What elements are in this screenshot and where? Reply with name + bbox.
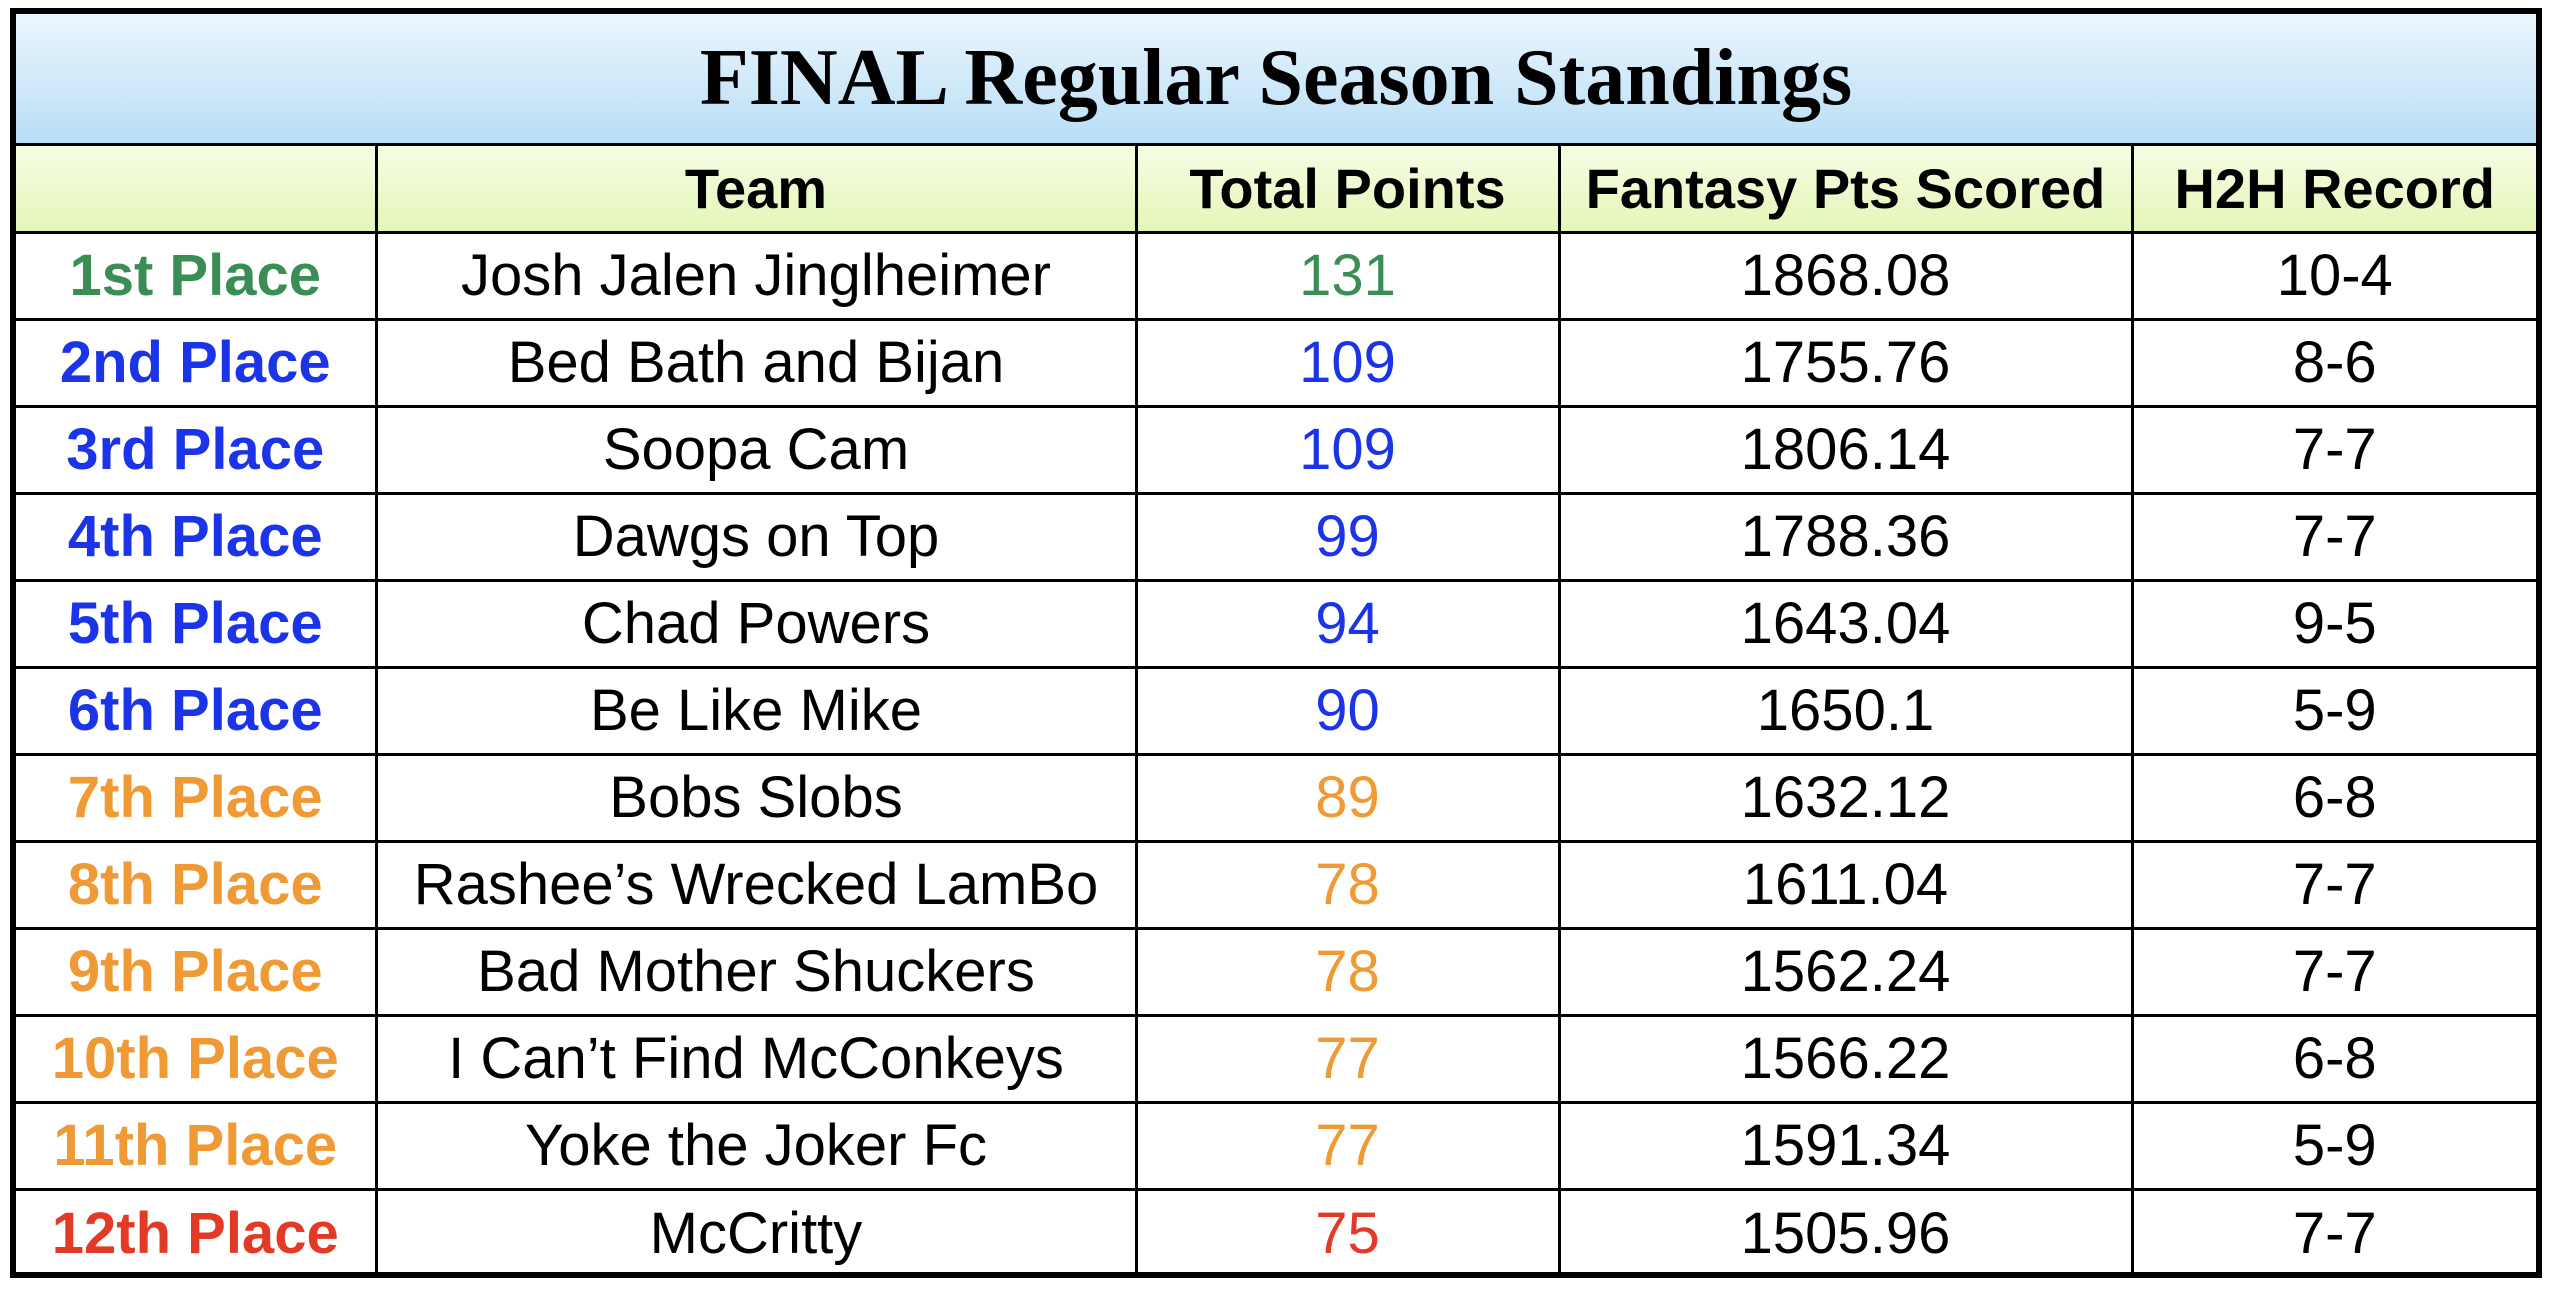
table-row: 10th Place I Can’t Find McConkeys 77 1566.2… — [16, 1013, 2536, 1104]
h2h-record-cell: 9-5 — [2130, 578, 2536, 669]
table-row: 3rd Place Soopa Cam 109 1806.14 7-7 — [16, 404, 2536, 495]
team-cell: Be Like Mike — [374, 665, 1138, 756]
fantasy-pts-cell: 1566.22 — [1557, 1013, 2134, 1104]
place-cell: 8th Place — [16, 839, 378, 930]
h2h-record-cell: 7-7 — [2130, 491, 2536, 582]
header-h2h-record: H2H Record — [2130, 146, 2536, 234]
total-points-cell: 94 — [1134, 578, 1561, 669]
place-cell: 12th Place — [16, 1187, 378, 1276]
page-title: FINAL Regular Season Standings — [699, 34, 1853, 122]
header-fantasy-pts: Fantasy Pts Scored — [1557, 146, 2134, 234]
place-cell: 2nd Place — [16, 317, 378, 408]
h2h-record-cell: 6-8 — [2130, 1013, 2536, 1104]
table-row: 5th Place Chad Powers 94 1643.04 9-5 — [16, 578, 2536, 669]
team-cell: Dawgs on Top — [374, 491, 1138, 582]
fantasy-pts-cell: 1650.1 — [1557, 665, 2134, 756]
team-cell: McCritty — [374, 1187, 1138, 1276]
place-cell: 11th Place — [16, 1100, 378, 1191]
table-row: 8th Place Rashee’s Wrecked LamBo 78 1611.04… — [16, 839, 2536, 930]
h2h-record-cell: 7-7 — [2130, 1187, 2536, 1276]
total-points-cell: 109 — [1134, 404, 1561, 495]
team-cell: Bed Bath and Bijan — [374, 317, 1138, 408]
place-cell: 4th Place — [16, 491, 378, 582]
fantasy-pts-cell: 1806.14 — [1557, 404, 2134, 495]
table-row: 1st Place Josh Jalen Jinglheimer 131 1868.0… — [16, 230, 2536, 321]
h2h-record-cell: 7-7 — [2130, 926, 2536, 1017]
fantasy-pts-cell: 1505.96 — [1557, 1187, 2134, 1276]
team-cell: I Can’t Find McConkeys — [374, 1013, 1138, 1104]
h2h-record-cell: 8-6 — [2130, 317, 2536, 408]
total-points-cell: 78 — [1134, 926, 1561, 1017]
total-points-cell: 77 — [1134, 1100, 1561, 1191]
table-row: 11th Place Yoke the Joker Fc 77 1591.34 5-9 — [16, 1100, 2536, 1191]
fantasy-pts-cell: 1591.34 — [1557, 1100, 2134, 1191]
table-row: 4th Place Dawgs on Top 99 1788.36 7-7 — [16, 491, 2536, 582]
fantasy-pts-cell: 1632.12 — [1557, 752, 2134, 843]
table-row: 12th Place McCritty 75 1505.96 7-7 — [16, 1187, 2536, 1276]
h2h-record-cell: 7-7 — [2130, 839, 2536, 930]
total-points-cell: 131 — [1134, 230, 1561, 321]
fantasy-pts-cell: 1643.04 — [1557, 578, 2134, 669]
place-cell: 10th Place — [16, 1013, 378, 1104]
header-row: Team Total Points Fantasy Pts Scored H2H… — [16, 146, 2536, 234]
team-cell: Soopa Cam — [374, 404, 1138, 495]
team-cell: Rashee’s Wrecked LamBo — [374, 839, 1138, 930]
header-total-points: Total Points — [1134, 146, 1561, 234]
team-cell: Josh Jalen Jinglheimer — [374, 230, 1138, 321]
h2h-record-cell: 5-9 — [2130, 1100, 2536, 1191]
place-cell: 5th Place — [16, 578, 378, 669]
fantasy-pts-cell: 1611.04 — [1557, 839, 2134, 930]
header-team: Team — [374, 146, 1138, 234]
table-row: 6th Place Be Like Mike 90 1650.1 5-9 — [16, 665, 2536, 756]
table-row: 2nd Place Bed Bath and Bijan 109 1755.76 8-6 — [16, 317, 2536, 408]
table-row: 9th Place Bad Mother Shuckers 78 1562.24 7-7 — [16, 926, 2536, 1017]
team-cell: Bad Mother Shuckers — [374, 926, 1138, 1017]
total-points-cell: 90 — [1134, 665, 1561, 756]
h2h-record-cell: 6-8 — [2130, 752, 2536, 843]
total-points-cell: 99 — [1134, 491, 1561, 582]
h2h-record-cell: 5-9 — [2130, 665, 2536, 756]
team-cell: Chad Powers — [374, 578, 1138, 669]
team-cell: Bobs Slobs — [374, 752, 1138, 843]
fantasy-pts-cell: 1868.08 — [1557, 230, 2134, 321]
standings-frame: FINAL Regular Season Standings Team Tota… — [10, 8, 2542, 1278]
standings-table: Team Total Points Fantasy Pts Scored H2H… — [16, 146, 2536, 1276]
team-cell: Yoke the Joker Fc — [374, 1100, 1138, 1191]
total-points-cell: 89 — [1134, 752, 1561, 843]
standings-body: 1st Place Josh Jalen Jinglheimer 131 1868.0… — [16, 230, 2536, 1276]
place-cell: 3rd Place — [16, 404, 378, 495]
fantasy-pts-cell: 1788.36 — [1557, 491, 2134, 582]
place-cell: 1st Place — [16, 230, 378, 321]
table-row: 7th Place Bobs Slobs 89 1632.12 6-8 — [16, 752, 2536, 843]
header-place — [16, 146, 378, 234]
fantasy-pts-cell: 1562.24 — [1557, 926, 2134, 1017]
total-points-cell: 78 — [1134, 839, 1561, 930]
title-bar: FINAL Regular Season Standings — [16, 14, 2536, 146]
h2h-record-cell: 7-7 — [2130, 404, 2536, 495]
h2h-record-cell: 10-4 — [2130, 230, 2536, 321]
fantasy-pts-cell: 1755.76 — [1557, 317, 2134, 408]
place-cell: 6th Place — [16, 665, 378, 756]
total-points-cell: 77 — [1134, 1013, 1561, 1104]
place-cell: 7th Place — [16, 752, 378, 843]
total-points-cell: 109 — [1134, 317, 1561, 408]
total-points-cell: 75 — [1134, 1187, 1561, 1276]
place-cell: 9th Place — [16, 926, 378, 1017]
